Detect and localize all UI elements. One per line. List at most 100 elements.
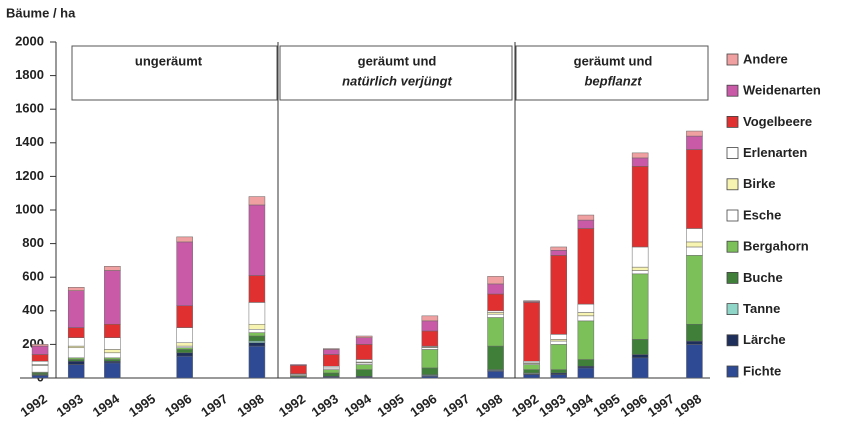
bar-segment: [686, 241, 703, 248]
bar-segment: [176, 241, 193, 307]
bar-segment: [67, 327, 85, 338]
x-tick-label: 1996: [162, 391, 194, 420]
bar-segment: [487, 313, 504, 318]
x-tick-label: 1996: [407, 391, 439, 420]
bar-segment: [323, 372, 340, 377]
bar-segment: [104, 362, 121, 379]
bar-segment: [104, 360, 121, 364]
bar-segment: [487, 293, 504, 312]
bar-segment: [67, 347, 85, 359]
bar-segment: [67, 364, 85, 379]
legend-label: Bergahorn: [743, 239, 809, 254]
bar-segment: [487, 312, 504, 315]
bar-segment: [577, 214, 595, 221]
bar-segment: [631, 270, 649, 275]
bar-segment: [104, 266, 121, 271]
bar-segment: [31, 365, 49, 373]
x-tick-label: 1993: [309, 391, 341, 420]
x-tick-label: 1997: [645, 391, 677, 420]
bar-segment: [248, 196, 266, 206]
bar-segment: [104, 349, 121, 354]
panel-title: natürlich verjüngt: [342, 73, 452, 88]
bar-segment: [577, 320, 595, 360]
bar-segment: [631, 273, 649, 340]
panel-title: ungeräumt: [135, 53, 203, 68]
legend-label: Fichte: [743, 363, 781, 378]
bar-segment: [550, 339, 567, 342]
legend-swatch: [726, 303, 739, 316]
bar-segment: [248, 323, 266, 330]
x-tick-label: 1992: [276, 391, 308, 420]
bar-segment: [631, 354, 649, 359]
legend-label: Tanne: [743, 301, 780, 316]
bar-segment: [176, 355, 193, 379]
bar-segment: [355, 359, 373, 363]
legend-label: Birke: [743, 176, 776, 191]
bar-segment: [67, 290, 85, 328]
bar-segment: [355, 364, 373, 370]
bar-segment: [631, 157, 649, 167]
x-tick-label: 1996: [618, 391, 650, 420]
bar-segment: [176, 236, 193, 243]
bar-segment: [631, 357, 649, 379]
bar-segment: [686, 344, 703, 379]
x-tick-label: 1997: [198, 391, 230, 420]
bar-segment: [248, 342, 266, 347]
y-axis-label: Bäume / ha: [6, 5, 76, 20]
bar-segment: [577, 367, 595, 379]
bar-segment: [487, 310, 504, 313]
bar-segment: [686, 228, 703, 243]
bar-segment: [577, 219, 595, 229]
bar-segment: [686, 135, 703, 150]
x-tick-label: 1994: [563, 391, 596, 420]
bar-segment: [487, 317, 504, 347]
y-tick-label: 1600: [15, 101, 44, 116]
legend-swatch: [726, 271, 739, 284]
panel-title: geräumt und: [574, 53, 653, 68]
bar-segment: [31, 375, 49, 379]
bar-segment: [67, 345, 85, 349]
y-tick-label: 1400: [15, 134, 44, 149]
bar-segment: [421, 367, 439, 375]
bar-segment: [421, 315, 439, 322]
bar-segment: [523, 374, 540, 379]
bar-segment: [686, 323, 703, 342]
bar-segment: [577, 312, 595, 317]
legend-swatch: [726, 178, 739, 191]
bar-segment: [550, 374, 567, 379]
bar-segment: [323, 367, 340, 370]
y-tick-label: 1800: [15, 67, 44, 82]
legend-swatch: [726, 147, 739, 160]
bar-segment: [67, 337, 85, 347]
bar-segment: [176, 305, 193, 328]
bar-segment: [421, 320, 439, 332]
legend-label: Lärche: [743, 332, 786, 347]
legend-label: Vogelbeere: [743, 114, 812, 129]
bar-segment: [355, 344, 373, 360]
y-tick-label: 1000: [15, 201, 44, 216]
bar-segment: [248, 204, 266, 276]
bar-segment: [31, 345, 49, 355]
bar-segment: [323, 349, 340, 355]
x-tick-label: 1993: [54, 391, 86, 420]
bar-segment: [577, 315, 595, 322]
legend-label: Erlenarten: [743, 145, 807, 160]
bar-segment: [550, 255, 567, 335]
bar-segment: [631, 246, 649, 268]
bar-segment: [550, 372, 567, 375]
y-tick-label: 600: [22, 269, 44, 284]
legend-label: Buche: [743, 270, 783, 285]
bar-segment: [176, 342, 193, 347]
legend-swatch: [726, 116, 739, 128]
x-tick-label: 1993: [536, 391, 568, 420]
bar-segment: [577, 228, 595, 305]
bar-segment: [355, 369, 373, 377]
panel-title-box: [279, 45, 513, 101]
bar-segment: [631, 339, 649, 355]
x-tick-label: 1994: [342, 391, 375, 420]
legend-swatch: [726, 209, 739, 222]
bar-segment: [577, 303, 595, 313]
x-tick-label: 1998: [234, 391, 266, 420]
bar-segment: [104, 323, 121, 338]
bar-segment: [290, 365, 307, 375]
